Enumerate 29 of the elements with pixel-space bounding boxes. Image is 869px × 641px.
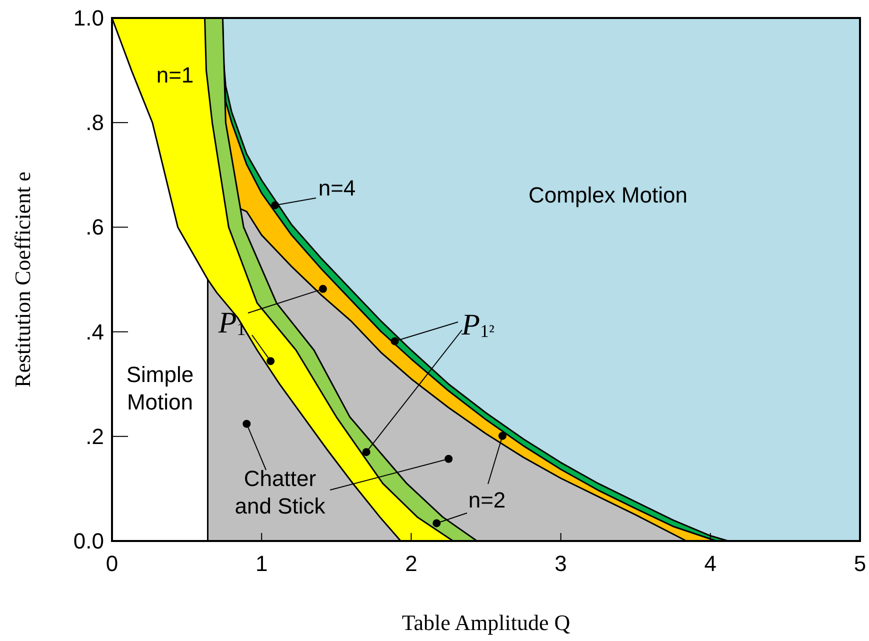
x-tick-label: 5 [854,551,866,576]
annotation: n=4 [318,176,356,200]
x-tick-label: 2 [405,551,418,576]
annotation: n=1 [156,62,194,88]
x-axis-title: Table Amplitude Q [402,610,570,635]
point [498,432,506,440]
point [271,201,280,210]
point [318,284,327,293]
annotation: Complex Motion [528,182,688,208]
y-axis-title: Restitution Coefficient e [10,172,35,388]
y-tick-label: 1.0 [73,6,104,30]
point [266,357,275,366]
y-tick-label: .6 [86,214,104,240]
y-tick-label: .8 [86,110,104,136]
point [432,519,441,528]
y-tick-label: .4 [86,319,104,344]
point [362,448,370,456]
annotation: P$_{1²}$ [460,308,494,342]
y-tick-label: 0.0 [73,528,104,554]
annotation: n=2 [468,488,506,512]
annotation: Simple Motion [126,362,194,414]
point [444,454,453,463]
x-tick-label: 1 [255,551,268,576]
x-tick-label: 0 [106,551,118,576]
x-tick-label: 3 [554,551,567,576]
point [242,420,251,428]
annotation: Chatter and Stick [234,466,326,518]
y-tick-label: .2 [86,424,104,449]
x-tick-label: 4 [704,551,717,576]
